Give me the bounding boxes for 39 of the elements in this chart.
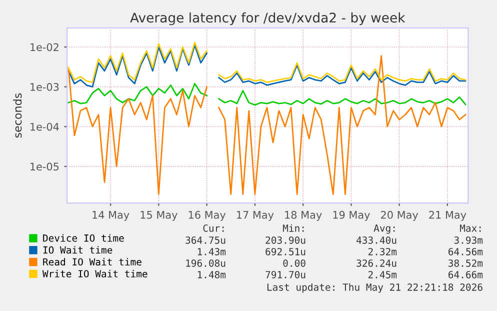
- x-tick-label: 17 May: [237, 211, 274, 221]
- text: 38.52m: [448, 259, 483, 267]
- text: 3.93m: [454, 236, 483, 244]
- y-tick-label: 1e-04: [30, 122, 59, 131]
- y-tick-label: 1e-02: [30, 43, 58, 52]
- x-tick-label: 14 May: [92, 211, 130, 221]
- legend-label: Read IO Wait time: [43, 258, 142, 266]
- text: 2.45m: [368, 270, 397, 278]
- text: 791.70u: [266, 270, 306, 278]
- x-tick-label: 19 May: [333, 210, 370, 221]
- text: 326.24u: [356, 259, 396, 267]
- x-tick-label: 16 May: [188, 210, 226, 221]
- text: 64.56m: [448, 248, 483, 256]
- text: 2.32m: [368, 248, 397, 256]
- text: Min:: [282, 224, 304, 232]
- y-tick-label: 1e-03: [30, 83, 59, 91]
- y-axis-title: seconds: [13, 93, 22, 138]
- legend-label: Write IO Wait time: [42, 270, 148, 278]
- text: Last update: Thu May 21 22:21:18 2026: [267, 283, 482, 293]
- text: 0.00: [283, 259, 306, 267]
- chart-title: Average latency for /dev/xvda2 - by week: [130, 12, 406, 26]
- text: Cur:: [203, 224, 224, 232]
- text: 1.43m: [198, 248, 226, 256]
- x-tick-label: 15 May: [140, 211, 178, 221]
- text: Avg:: [374, 224, 395, 234]
- text: 1.48m: [198, 270, 226, 278]
- x-tick-label: 18 May: [285, 210, 322, 221]
- legend-label: Device IO time: [43, 234, 124, 242]
- text: 196.08u: [186, 259, 226, 267]
- text: 433.40u: [356, 236, 396, 244]
- text: 692.51u: [266, 248, 306, 256]
- text: 64.66m: [448, 270, 483, 278]
- y-tick-label: 1e-05: [30, 162, 59, 171]
- x-tick-label: 20 May: [381, 210, 418, 221]
- text: 203.90u: [266, 236, 306, 244]
- legend-label: IO Wait time: [43, 246, 112, 254]
- text: Max:: [460, 224, 481, 232]
- text: 364.75u: [186, 236, 226, 244]
- x-tick-label: 21 May: [429, 210, 466, 221]
